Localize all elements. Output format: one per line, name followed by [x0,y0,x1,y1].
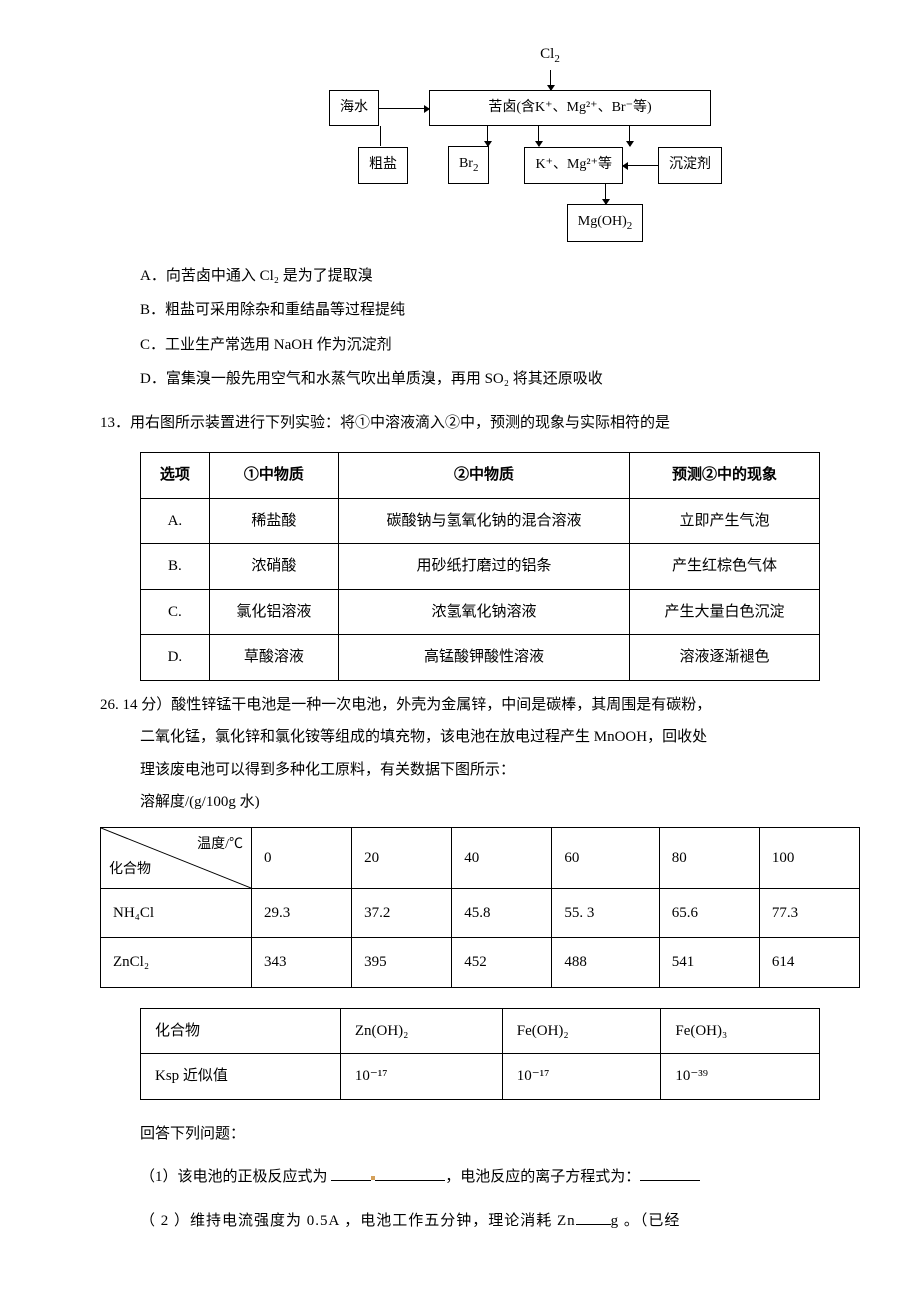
diagonal-header: 温度/℃ 化合物 [101,827,252,888]
th-sub1: ①中物质 [209,453,338,499]
crude-salt-box: 粗盐 [358,147,408,184]
bittern-box: 苦卤(含K⁺、Mg²⁺、Br⁻等) [429,90,711,127]
option-a: A．向苦卤中通入 Cl₂ 是为了提取溴 [140,262,860,291]
table-row: D. 草酸溶液 高锰酸钾酸性溶液 溶液逐渐褪色 [141,635,820,681]
q13-stem: 13．用右图所示装置进行下列实验：将①中溶液滴入②中，预测的现象与实际相符的是 [100,409,860,438]
table-row: B. 浓硝酸 用砂纸打磨过的铝条 产生红棕色气体 [141,544,820,590]
q26-stem-2: 二氧化锰，氯化锌和氯化铵等组成的填充物，该电池在放电过程产生 MnOOH，回收处 [140,723,860,752]
q26-stem-1: 26. 14 分）酸性锌锰干电池是一种一次电池，外壳为金属锌，中间是碳棒，其周围… [100,691,860,720]
sub-question-2: （ 2 ）维持电流强度为 0.5A ，电池工作五分钟，理论消耗 Zng 。（已经 [140,1207,860,1236]
arrow-left-icon [623,165,658,166]
table-row: A. 稀盐酸 碳酸钠与氢氧化钠的混合溶液 立即产生气泡 [141,498,820,544]
blank-field[interactable] [331,1165,371,1181]
ksp-table: 化合物 Zn(OH)₂ Fe(OH)₂ Fe(OH)₃ Ksp 近似值 10⁻¹… [140,1008,820,1100]
option-d: D．富集溴一般先用空气和水蒸气吹出单质溴，再用 SO₂ 将其还原吸收 [140,365,860,394]
precipitant-box: 沉淀剂 [658,147,722,184]
table-row: C. 氯化铝溶液 浓氢氧化钠溶液 产生大量白色沉淀 [141,589,820,635]
br2-box: Br2 [448,146,490,184]
option-b: B．粗盐可采用除杂和重结晶等过程提纯 [140,296,860,325]
option-c: C．工业生产常选用 NaOH 作为沉淀剂 [140,331,860,360]
table-row: NH₄Cl 29.3 37.2 45.8 55. 3 65.6 77.3 [101,888,860,938]
q12-options: A．向苦卤中通入 Cl₂ 是为了提取溴 B．粗盐可采用除杂和重结晶等过程提纯 C… [140,262,860,394]
seawater-flowchart: Cl2 海水 苦卤(含K⁺、Mg²⁺、Br⁻等) 粗盐 Br2 K⁺、Mg²⁺等… [180,40,860,242]
blank-field[interactable] [375,1165,445,1181]
arrow-right-icon [379,108,429,109]
table-row: ZnCl₂ 343 395 452 488 541 614 [101,938,860,988]
arrow-down-icon [605,184,606,204]
th-option: 选项 [141,453,210,499]
q13-table: 选项 ①中物质 ②中物质 预测②中的现象 A. 稀盐酸 碳酸钠与氢氧化钠的混合溶… [140,452,820,681]
th-pred: 预测②中的现象 [630,453,820,499]
blank-field[interactable] [576,1209,611,1225]
arrow-down-icon [538,126,539,146]
q26-stem-3: 理该废电池可以得到多种化工原料，有关数据下图所示： [140,756,860,785]
answer-label: 回答下列问题： [140,1120,860,1149]
arrow-down-icon [629,126,630,146]
solubility-table: 温度/℃ 化合物 0 20 40 60 80 100 NH₄Cl 29.3 37… [100,827,860,988]
sub-question-1: （1）该电池的正极反应式为 ，电池反应的离子方程式为： [140,1163,860,1192]
question-13: 13．用右图所示装置进行下列实验：将①中溶液滴入②中，预测的现象与实际相符的是 … [100,409,860,681]
seawater-box: 海水 [329,90,379,127]
ions-box: K⁺、Mg²⁺等 [524,147,623,184]
table-row: Ksp 近似值 10⁻¹⁷ 10⁻¹⁷ 10⁻³⁹ [141,1054,820,1100]
th-sub2: ②中物质 [339,453,630,499]
question-26: 26. 14 分）酸性锌锰干电池是一种一次电池，外壳为金属锌，中间是碳棒，其周围… [100,691,860,1236]
solubility-label: 溶解度/(g/100g 水) [140,788,860,817]
mgoh2-box: Mg(OH)2 [567,204,644,242]
cl2-label: Cl2 [540,40,560,70]
arrow-down-icon [487,126,488,146]
arrow-down-icon [550,70,551,90]
blank-field[interactable] [640,1165,700,1181]
